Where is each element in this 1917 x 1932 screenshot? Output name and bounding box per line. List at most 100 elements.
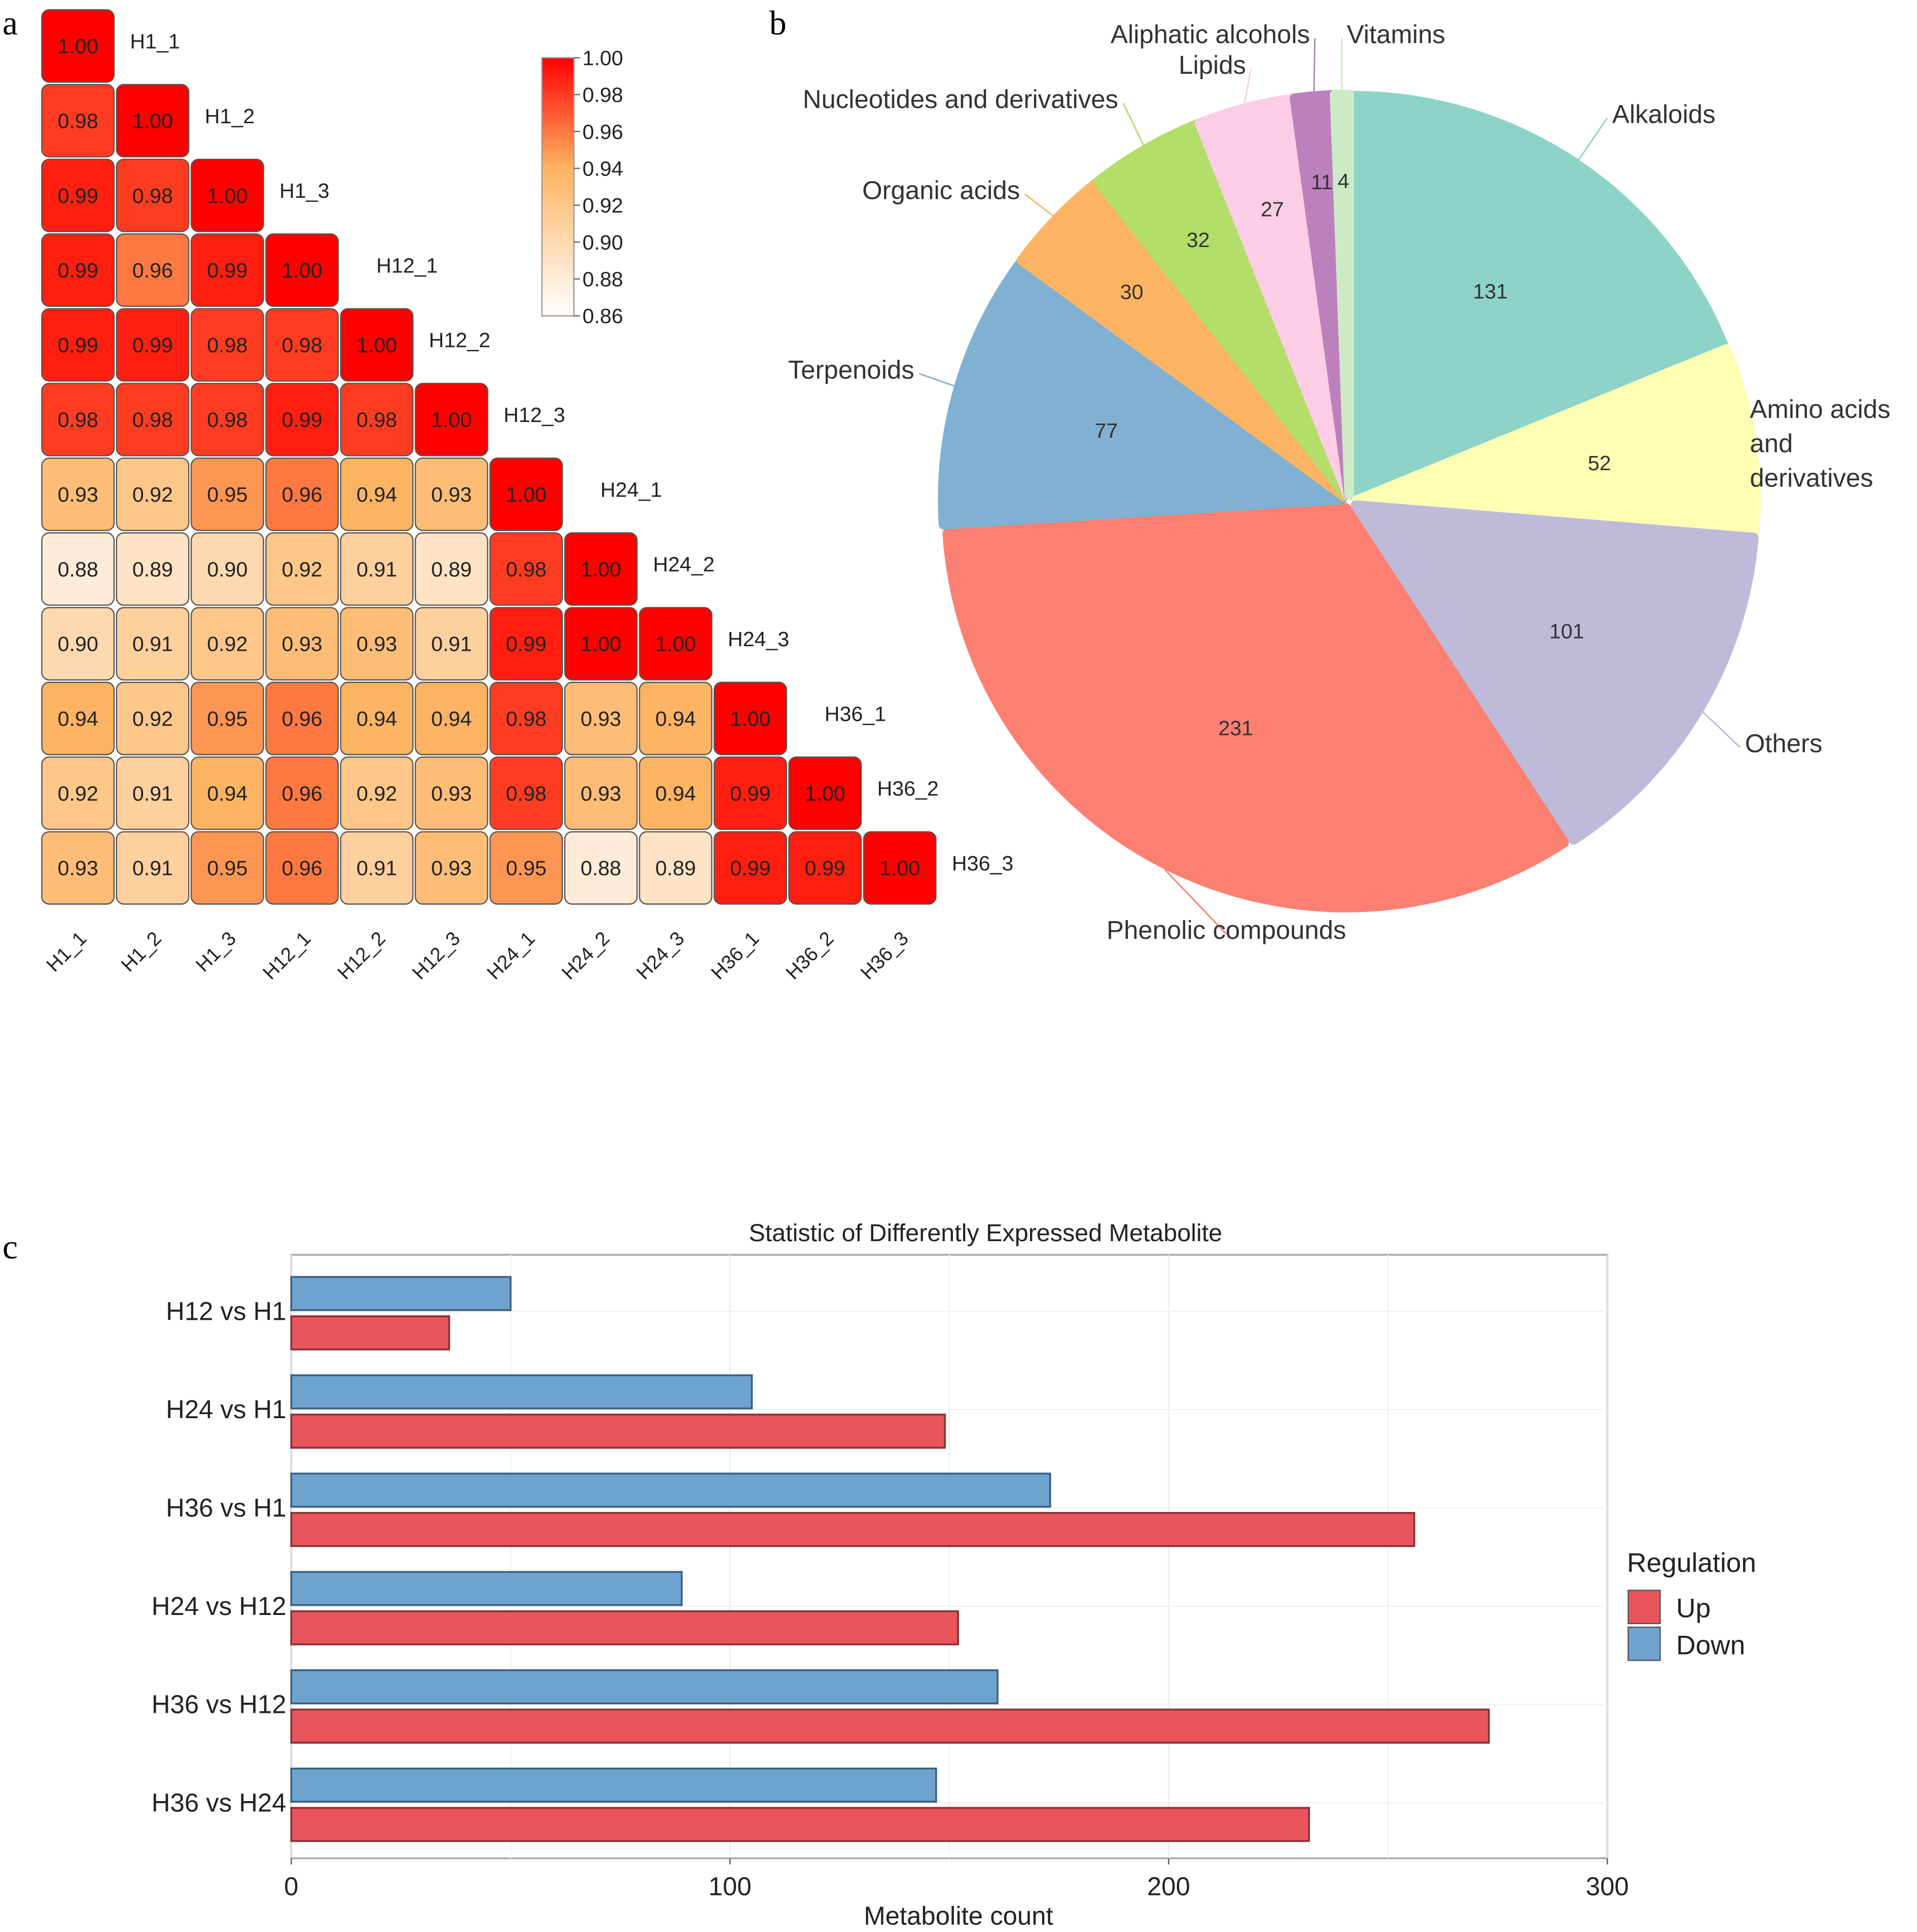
pie-leader-line [1164, 869, 1227, 935]
heatmap-cell [340, 308, 414, 382]
column-label: H12_1 [259, 928, 315, 984]
heatmap-cell [714, 831, 787, 905]
pie-leader-line [1578, 117, 1608, 160]
bar-down [290, 1276, 512, 1311]
heatmap-cell-value: 0.98 [506, 707, 546, 730]
x-tick-label: 0 [284, 1872, 298, 1901]
pie-value-label: 52 [1588, 451, 1611, 475]
heatmap-cell-value: 1.00 [506, 483, 546, 506]
heatmap-cell-value: 0.95 [506, 857, 546, 880]
legend-label: Up [1676, 1594, 1711, 1624]
pie-category-label: Nucleotides and derivatives [803, 85, 1118, 114]
heatmap-cell [116, 607, 190, 681]
heatmap-cell [638, 607, 713, 681]
row-label: H1_2 [205, 104, 255, 128]
heatmap-cell-value: 1.00 [58, 34, 98, 58]
row-label: H36_3 [952, 852, 1013, 875]
pie-category-label: Aliphatic alcohols [1111, 20, 1310, 49]
heatmap-cell-value: 0.99 [58, 184, 98, 207]
heatmap-cell-value: 0.92 [132, 707, 173, 730]
pie-value-label: 30 [1120, 280, 1144, 303]
heatmap-cell-value: 0.99 [132, 333, 173, 357]
pie-category-label: Others [1745, 729, 1823, 758]
pie-leader-line [1024, 193, 1054, 217]
pie-category-label: Terpenoids [788, 355, 914, 384]
heatmap-cell [116, 458, 190, 531]
pie-slice [1016, 178, 1349, 502]
chart-title: Statistic of Differently Expressed Metab… [749, 1219, 1223, 1247]
pie-value-label: 32 [1187, 228, 1210, 252]
heatmap-cell [41, 756, 115, 830]
heatmap-cell [116, 831, 190, 905]
heatmap-cell [41, 308, 115, 382]
heatmap-cell [265, 756, 339, 830]
heatmap-cell-value: 0.96 [282, 857, 323, 880]
pie-slice [1352, 344, 1761, 538]
pie-slice [1330, 89, 1354, 499]
heatmap-cell [489, 831, 563, 905]
column-label: H24_3 [632, 928, 689, 984]
metabolite-class-pie: 131 Alkaloids 52 Amino acids and derivatives 1… [788, 20, 1891, 944]
heatmap-cell [190, 158, 264, 232]
heatmap-cell [116, 756, 190, 830]
pie-slice [938, 258, 1347, 530]
y-tick-label: H24 vs H12 [152, 1592, 287, 1621]
panel-label-b: b [769, 4, 787, 42]
row-label: H36_2 [877, 777, 939, 800]
heatmap-cell-value: 0.94 [207, 782, 247, 805]
heatmap-cell [190, 831, 264, 905]
pie-category-label: Phenolic compounds [1107, 916, 1346, 944]
pie-value-label: 11 [1311, 170, 1333, 194]
colorbar-tick-label: 0.94 [583, 157, 623, 180]
heatmap-cell [41, 607, 115, 681]
heatmap-cell [41, 831, 115, 905]
correlation-heatmap: 1.00 H1_1 H1_1 0.98 1.00 H1_2 H1_2 0.99 0.98 1.00… [41, 9, 1013, 984]
heatmap-cell-value: 0.98 [58, 408, 98, 432]
heatmap-cell-value: 0.99 [506, 633, 546, 656]
colorbar-tick-label: 0.86 [583, 304, 623, 328]
heatmap-cell [116, 158, 190, 232]
heatmap-cell [414, 458, 488, 531]
pie-value-label: 231 [1218, 716, 1253, 740]
colorbar-tick-label: 0.90 [583, 231, 623, 254]
heatmap-cell-value: 1.00 [357, 333, 397, 357]
heatmap-cell-value: 0.94 [655, 707, 696, 730]
pie-leader-line [1244, 68, 1252, 103]
pie-category-label: Organic acids [862, 176, 1020, 205]
heatmap-cell-value: 1.00 [730, 707, 770, 730]
heatmap-cell-value: 0.93 [431, 857, 472, 880]
pie-slice [1093, 119, 1351, 500]
heatmap-cell-value: 0.93 [431, 782, 472, 805]
pie-category-label: derivatives [1750, 464, 1873, 493]
heatmap-cell-value: 0.91 [132, 633, 173, 656]
heatmap-cell-value: 0.95 [207, 707, 247, 730]
heatmap-cell [489, 458, 563, 531]
heatmap-cell [788, 756, 862, 830]
heatmap-cell-value: 0.88 [581, 857, 621, 880]
bar-up [290, 1512, 1415, 1547]
heatmap-cell-value: 0.88 [58, 557, 98, 581]
heatmap-cell [265, 308, 339, 382]
heatmap-cell-value: 0.99 [58, 333, 98, 357]
heatmap-cell-value: 0.94 [431, 707, 472, 730]
heatmap-cell-value: 1.00 [282, 259, 323, 282]
heatmap-cell-value: 0.99 [207, 259, 247, 282]
heatmap-cell [638, 831, 713, 905]
heatmap-cell [414, 831, 488, 905]
pie-slice [1351, 500, 1759, 845]
heatmap-cell [41, 532, 115, 606]
heatmap-cell-value: 0.89 [431, 557, 472, 581]
heatmap-cell-value: 0.96 [282, 707, 323, 730]
column-label: H24_1 [483, 928, 539, 984]
heatmap-cell [414, 532, 488, 606]
row-label: H24_1 [600, 478, 662, 501]
heatmap-cell [41, 382, 115, 456]
column-label: H36_2 [782, 928, 838, 984]
dem-bar-chart: Statistic of Differently Expressed Metab… [152, 1219, 1756, 1930]
row-label: H36_1 [825, 702, 886, 725]
heatmap-cell-value: 0.91 [357, 557, 397, 581]
heatmap-cell-value: 0.96 [132, 259, 173, 282]
pie-category-label: Amino acids [1750, 395, 1890, 424]
heatmap-cell [265, 458, 339, 531]
pie-slice [1348, 91, 1728, 501]
